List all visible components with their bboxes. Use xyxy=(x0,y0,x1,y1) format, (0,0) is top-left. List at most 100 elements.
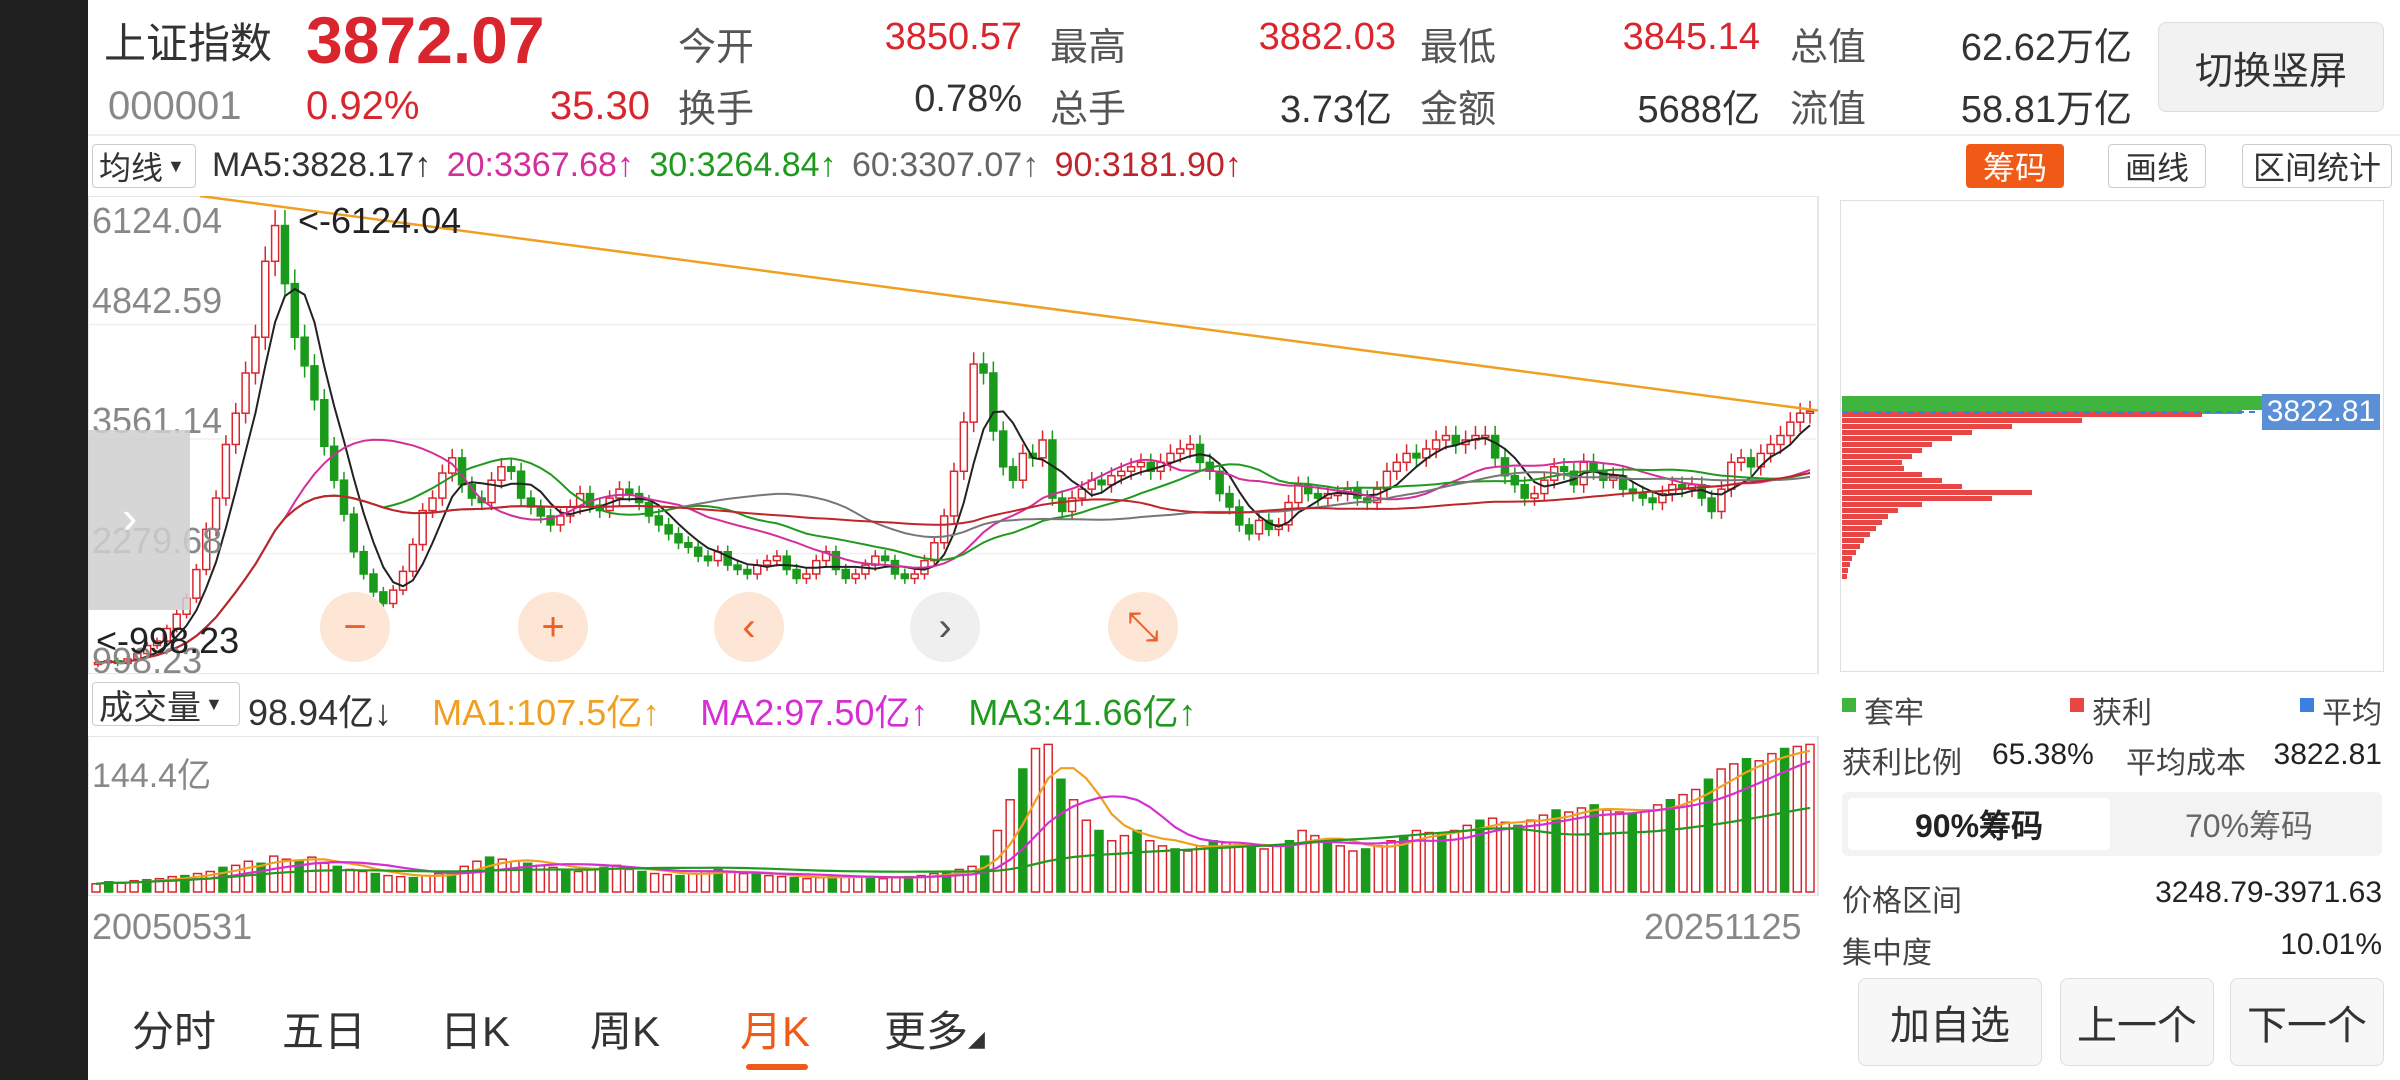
candle-body xyxy=(890,559,900,575)
corner-arrow-icon: ◢ xyxy=(968,1026,985,1051)
range-stats-button[interactable]: 区间统计 xyxy=(2242,144,2392,188)
add-watchlist-button[interactable]: 加自选 xyxy=(1858,978,2042,1066)
candle-body xyxy=(644,501,654,517)
tab-weekly-k[interactable]: 周K xyxy=(590,1008,661,1055)
volume-ma3: MA3:41.66亿↑ xyxy=(968,692,1197,733)
candle-body xyxy=(201,528,211,571)
candle-body xyxy=(989,372,998,432)
chip-bar-profit xyxy=(1842,448,1922,453)
index-code: 000001 xyxy=(108,84,242,128)
candle-body xyxy=(1067,497,1077,513)
volume-bar xyxy=(1106,840,1117,893)
segment-90-percent[interactable]: 90%筹码 xyxy=(1848,798,2110,850)
chip-bar-profit xyxy=(1842,484,1962,489)
ma-select-label: 均线 xyxy=(99,150,164,186)
volume-bar xyxy=(776,875,787,893)
volume-bar xyxy=(370,872,381,893)
tab-monthly-k[interactable]: 月K xyxy=(740,1008,811,1055)
previous-stock-button[interactable]: 上一个 xyxy=(2060,978,2214,1066)
volume-chart[interactable] xyxy=(88,736,1822,896)
volume-bar xyxy=(1030,747,1041,893)
volume-bar xyxy=(1792,745,1803,893)
candle-body xyxy=(625,488,634,495)
chip-bar-profit xyxy=(1842,514,1888,519)
candle-body xyxy=(1038,439,1047,459)
tab-five-day[interactable]: 五日 xyxy=(282,1008,367,1055)
volume-ma1: MA1:107.5亿↑ xyxy=(432,692,661,733)
candle-body xyxy=(1441,434,1451,441)
volume-bar xyxy=(802,877,812,893)
candle-body xyxy=(497,466,506,481)
y-axis-tick-2: 4842.59 xyxy=(92,280,223,321)
volume-bar xyxy=(637,870,647,893)
candle-body xyxy=(1402,452,1411,464)
candle-body xyxy=(900,573,910,580)
chip-bar-trapped xyxy=(1842,400,2302,406)
candle-body xyxy=(418,509,427,546)
zoom-in-button[interactable]: + xyxy=(518,592,588,662)
ma60-value: 60:3307.07↑ xyxy=(851,146,1040,184)
candle-body xyxy=(1146,461,1156,473)
ma-indicator-select[interactable]: 均线 ▼ xyxy=(92,144,196,188)
candle-body xyxy=(1225,492,1234,508)
candle-body xyxy=(1048,439,1057,499)
zoom-out-button[interactable]: − xyxy=(320,592,390,662)
high-marker: <-6124.04 xyxy=(298,200,462,241)
ma90-line xyxy=(97,472,1811,664)
candle-body xyxy=(1648,497,1657,504)
candle-body xyxy=(320,399,329,447)
chip-bar-profit xyxy=(1842,520,1882,525)
volume-bar xyxy=(1284,840,1295,893)
chip-bar-profit xyxy=(1842,544,1860,549)
chip-bar-profit xyxy=(1842,562,1850,567)
tab-daily-k[interactable]: 日K xyxy=(440,1008,511,1055)
chip-bar-profit xyxy=(1842,472,1922,477)
candle-body xyxy=(172,613,181,630)
candle-body xyxy=(1097,479,1106,486)
candle-body xyxy=(693,546,703,557)
volume-bar xyxy=(865,876,876,893)
chart-scroll-handle[interactable]: › xyxy=(88,430,190,610)
pan-right-button[interactable]: › xyxy=(910,592,980,662)
current-price: 3872.07 xyxy=(306,3,545,77)
switch-portrait-button[interactable]: 切换竖屏 xyxy=(2158,22,2384,112)
volume-bar xyxy=(1589,804,1599,893)
candle-body xyxy=(1294,483,1303,504)
candle-body xyxy=(1372,488,1382,504)
candle-body xyxy=(379,591,388,605)
tab-intraday[interactable]: 分时 xyxy=(132,1008,217,1055)
candle-body xyxy=(428,497,437,512)
volume-bar xyxy=(1462,824,1472,893)
candle-body xyxy=(861,564,870,575)
volume-bar xyxy=(1310,834,1320,893)
volume-indicator-select[interactable]: 成交量 ▼ xyxy=(92,682,240,727)
candle-body xyxy=(1284,501,1293,526)
volume-bar xyxy=(726,870,736,893)
next-stock-button[interactable]: 下一个 xyxy=(2230,978,2384,1066)
volume-bar xyxy=(1297,829,1307,893)
candle-body xyxy=(329,445,339,481)
candle-body xyxy=(1126,466,1136,473)
candle-body xyxy=(1559,466,1569,473)
volume-bar xyxy=(1779,747,1790,893)
candle-body xyxy=(1805,410,1815,414)
ma-values-row: MA5:3828.17↑ 20:3367.68↑ 30:3264.84↑ 60:… xyxy=(212,146,1242,185)
profit-ratio-label: 获利比例 xyxy=(1842,747,1962,780)
volume-bar xyxy=(180,874,190,893)
low-marker: <-998.23 xyxy=(96,620,240,661)
tab-more[interactable]: 更多◢ xyxy=(884,998,985,1059)
candle-body xyxy=(1244,524,1254,535)
volume-bar xyxy=(192,872,203,893)
candle-body xyxy=(1431,439,1441,450)
volume-bar xyxy=(929,872,939,893)
segment-70-percent[interactable]: 70%筹码 xyxy=(2184,808,2314,844)
candle-body xyxy=(762,559,772,566)
pan-left-button[interactable]: ‹ xyxy=(714,592,784,662)
volume-bar xyxy=(1449,829,1460,893)
chip-distribution-button[interactable]: 筹码 xyxy=(1966,144,2064,188)
volume-bar xyxy=(662,873,673,893)
draw-line-button[interactable]: 画线 xyxy=(2108,144,2206,188)
volume-bar xyxy=(1322,840,1333,893)
collapse-icon[interactable]: ⤡ xyxy=(1108,592,1178,662)
stat-value-total-value: 62.62万亿 xyxy=(1960,27,2132,69)
